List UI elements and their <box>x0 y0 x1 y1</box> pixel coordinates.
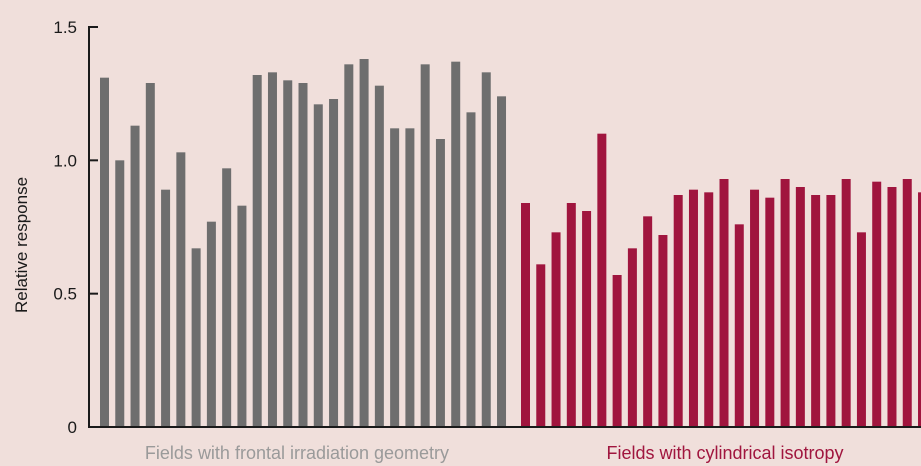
cylindrical-bar <box>734 224 744 427</box>
cylindrical-bar <box>551 232 561 427</box>
frontal-bar <box>466 112 476 427</box>
cylindrical-bar <box>750 189 760 427</box>
frontal-bar <box>206 221 216 427</box>
cylindrical-bar <box>627 248 637 427</box>
y-tick-label: 0.5 <box>53 285 77 304</box>
cylindrical-bar <box>795 187 805 427</box>
cylindrical-bar <box>597 133 607 428</box>
cylindrical-bar <box>887 187 897 427</box>
frontal-bar <box>283 80 293 427</box>
frontal-bar <box>481 72 491 427</box>
frontal-bar <box>115 160 125 427</box>
frontal-bar <box>100 77 109 428</box>
cylindrical-bar <box>872 181 882 427</box>
frontal-bar <box>451 61 461 428</box>
frontal-bar <box>359 59 369 427</box>
cylindrical-bar <box>719 179 729 427</box>
cylindrical-bar <box>826 195 836 427</box>
frontal-bar <box>313 104 323 427</box>
cylindrical-bar <box>902 179 912 427</box>
cylindrical-bar <box>521 203 530 427</box>
frontal-bar <box>130 125 140 428</box>
frontal-bar <box>374 85 384 428</box>
cylindrical-bar <box>658 235 668 427</box>
cylindrical-bar <box>536 264 546 427</box>
cylindrical-bar <box>643 216 653 427</box>
frontal-bar <box>435 139 445 427</box>
y-tick-label: 0 <box>68 418 77 437</box>
cylindrical-bar <box>582 211 592 427</box>
frontal-bar <box>298 83 308 427</box>
y-ticks-group: 0 0.5 1.0 1.5 <box>53 18 98 437</box>
y-tick-label: 1.5 <box>53 18 77 37</box>
cylindrical-bar <box>688 189 698 427</box>
cylindrical-bar <box>566 203 576 427</box>
frontal-bar <box>405 128 415 427</box>
group-label-cylindrical: Fields with cylindrical isotropy <box>606 443 843 463</box>
frontal-bar <box>497 96 507 427</box>
cylindrical-bar <box>673 195 683 427</box>
frontal-bar <box>222 168 232 427</box>
cylindrical-bar <box>856 232 866 427</box>
frontal-bar <box>329 99 339 427</box>
frontal-bar <box>176 152 186 427</box>
cylindrical-bar <box>841 179 851 427</box>
cylindrical-bar <box>765 197 775 427</box>
frontal-bar <box>267 72 277 427</box>
cylindrical-bar <box>811 195 821 427</box>
y-axis-title: Relative response <box>12 177 31 313</box>
cylindrical-bar <box>780 179 790 427</box>
cylindrical-bar <box>612 275 622 427</box>
frontal-bar <box>420 64 430 427</box>
frontal-bar <box>344 64 354 427</box>
bars-group <box>100 59 921 428</box>
frontal-bar <box>237 205 247 427</box>
y-tick-label: 1.0 <box>53 151 77 170</box>
frontal-bar <box>145 83 155 427</box>
group-label-frontal: Fields with frontal irradiation geometry <box>145 443 449 463</box>
frontal-bar <box>161 189 171 427</box>
cylindrical-bar <box>704 192 714 427</box>
cylindrical-bar <box>918 192 921 427</box>
frontal-bar <box>390 128 400 427</box>
frontal-bar <box>191 248 201 427</box>
frontal-bar <box>252 75 262 427</box>
